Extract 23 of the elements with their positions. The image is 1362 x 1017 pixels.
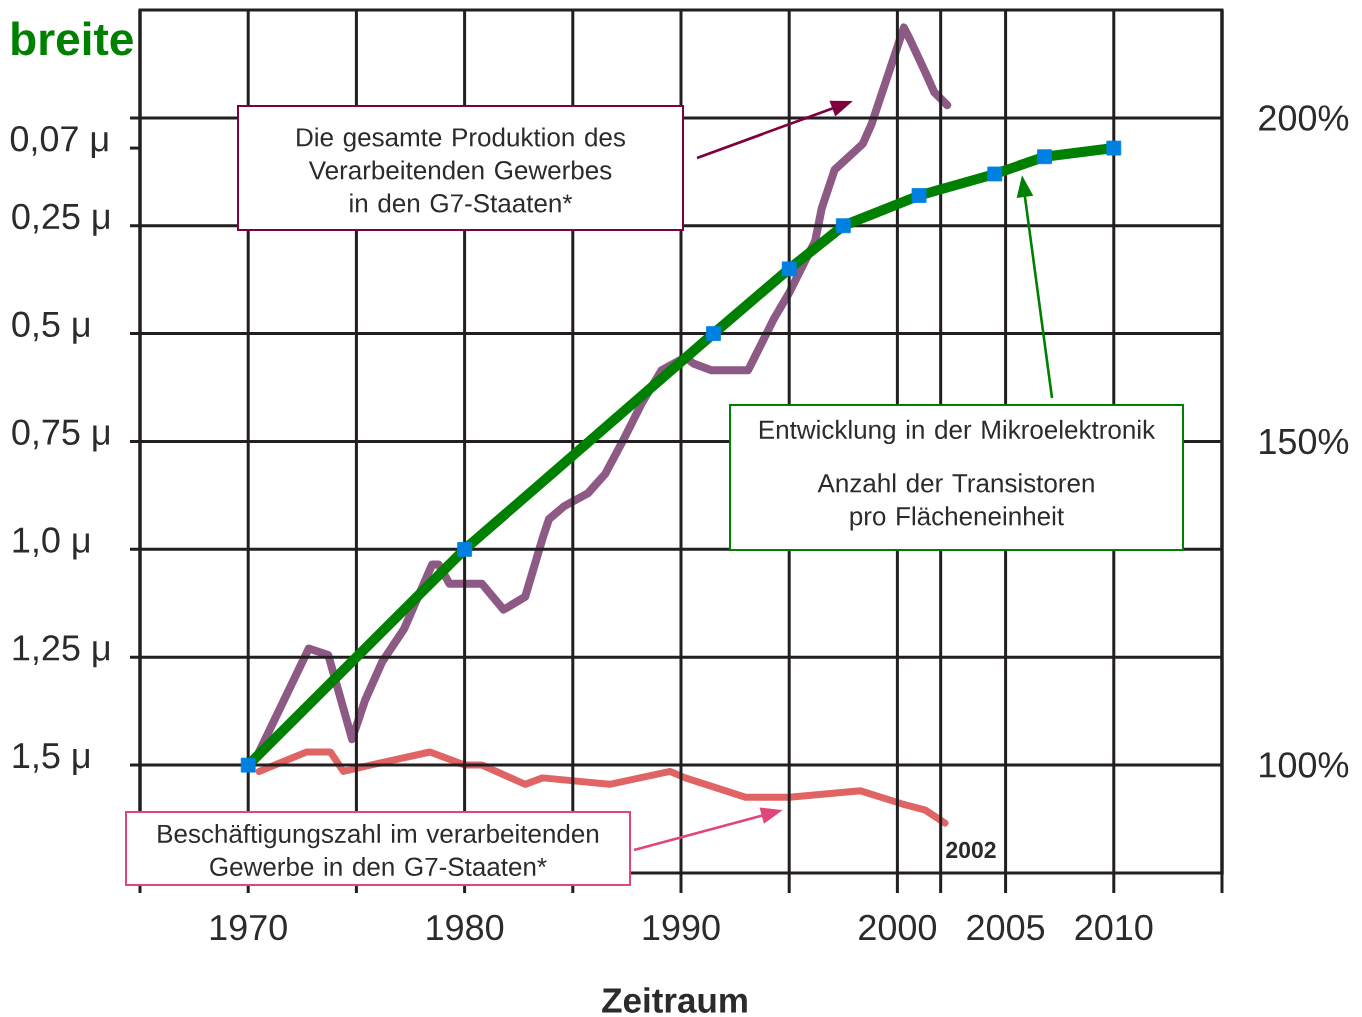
x-tick-label: 1980 [427,914,504,941]
x-tick-label: 2005 [967,914,1045,941]
y2-tick-label: 100% [1260,752,1349,778]
annotation: Die gesamte Produktion des Verarbeitenden Gewerbes in den G7-Staaten* [297,127,625,213]
x-tick-label: 2000 [859,914,937,941]
x-tick-label: 2010 [1075,914,1153,941]
x-axis-title: Zeitraum [602,987,747,1013]
y2-tick-label: 200% [1259,105,1349,131]
y-tick-label: 0,75 μ [12,419,109,452]
annotation: Anzahl der Transistoren pro Flächeneinheit [817,473,1094,531]
y-tick-label: 1,25 μ [13,635,109,668]
annotation: Beschäftigungszahl im verarbeitenden Gewerbe in den G7-Staaten* [158,823,599,877]
annotation: Entwicklung in der Mikroelektronik [759,419,1156,445]
y-tick-label: 0,25 μ [12,203,109,236]
y-axis-title: breite [12,21,133,56]
y-tick-label: 1,5 μ [13,743,89,775]
x-tick-label: 1990 [643,914,720,941]
y-tick-label: 1,0 μ [13,527,89,560]
annotation: 2002 [946,841,996,859]
y-tick-label: 0,07 μ [10,126,108,159]
y2-tick-label: 150% [1260,428,1349,455]
y-tick-label: 0,5 μ [12,311,89,344]
x-tick-label: 1970 [210,914,287,941]
